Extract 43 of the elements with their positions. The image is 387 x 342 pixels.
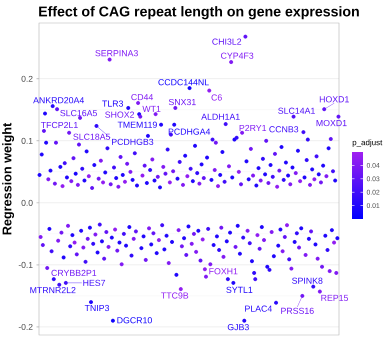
y-axis-title: Regression weight — [2, 122, 14, 234]
data-label: TTC9B — [161, 292, 188, 299]
y-tick-label: 0.0 — [22, 200, 33, 206]
data-label: SLC18A5 — [73, 134, 110, 140]
data-label: PLAC4 — [245, 306, 272, 312]
data-label: HES7 — [83, 280, 106, 286]
data-label: CHI3L2 — [212, 38, 242, 45]
data-label: MOXD1 — [316, 120, 347, 126]
data-label: SPINK8 — [292, 278, 322, 284]
data-label: HOXD1 — [320, 96, 349, 102]
data-label: PCDHGA4 — [168, 128, 210, 135]
data-label: TMEM119 — [118, 122, 157, 128]
data-label: MTRNR2L2 — [30, 286, 76, 294]
data-label: TFCP2L1 — [40, 122, 78, 128]
data-label: CCNB3 — [269, 126, 298, 132]
y-tick-label: -0.1 — [18, 262, 33, 268]
data-label: P2RY1 — [240, 124, 266, 131]
data-label: ANKRD20A4 — [33, 97, 84, 104]
data-label: SLC16A5 — [60, 110, 98, 116]
y-tick-label: 0.2 — [22, 76, 33, 82]
data-label: FOXH1 — [209, 268, 238, 274]
data-label: CYP4F3 — [221, 52, 254, 59]
data-label: GJB3 — [228, 324, 249, 330]
data-label: C6 — [211, 94, 222, 101]
data-label: CCDC144NL — [158, 79, 209, 86]
data-label: SNX31 — [168, 98, 196, 106]
data-label: SLC14A1 — [278, 108, 315, 114]
data-label: ALDH1A1 — [201, 114, 240, 120]
data-label: PCDHGB3 — [112, 138, 154, 145]
data-label: SYTL1 — [226, 286, 252, 293]
data-label: PRSS16 — [281, 308, 314, 314]
data-label: CRYBB2P1 — [51, 270, 96, 276]
y-tick-label: 0.1 — [22, 138, 33, 144]
data-label: REP15 — [321, 294, 348, 301]
y-tick-label: -0.2 — [18, 324, 33, 330]
data-label: DGCR10 — [117, 317, 152, 324]
data-label: SHOX2 — [105, 112, 134, 118]
data-label: CD44 — [131, 94, 154, 100]
chart-title: Effect of CAG repeat length on gene expression — [39, 6, 359, 20]
data-label: SERPINA3 — [95, 50, 138, 56]
data-label: TNIP3 — [84, 304, 110, 312]
data-label: TLR3 — [102, 100, 124, 107]
data-label: WT1 — [142, 106, 160, 112]
